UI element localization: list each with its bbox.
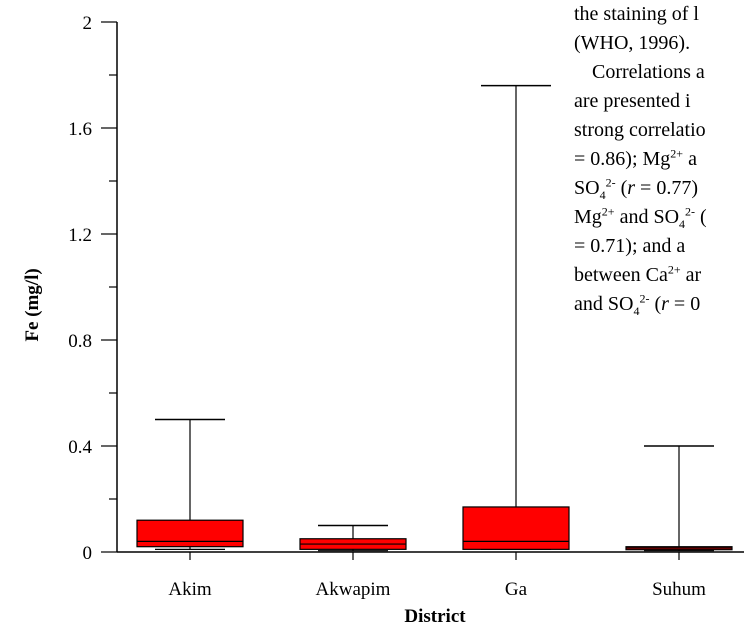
text-line: Correlations a (592, 61, 705, 83)
y-tick-label: 0 (83, 543, 93, 564)
iqr-box (462, 506, 570, 550)
text-line: between Ca2+ ar (574, 262, 702, 286)
y-tick-label: 1.2 (68, 225, 92, 246)
x-tick-label: Akim (168, 579, 212, 600)
text-line: = 0.86); Mg2+ a (574, 146, 697, 170)
y-axis-title: Fe (mg/l) (22, 268, 43, 341)
text-line: Mg2+ and SO42- ( (574, 204, 707, 231)
text-line: = 0.71); and a (574, 235, 686, 257)
y-tick-label: 1.6 (68, 119, 92, 140)
y-axis-ticks: 0 0.4 0.8 1.2 1.6 2 (68, 13, 117, 564)
text-line: SO42- (r = 0.77) (574, 175, 698, 202)
box-suhum (625, 445, 733, 552)
text-line: are presented i (574, 90, 691, 112)
x-tick-label: Akwapim (316, 579, 391, 600)
box-ga (462, 84, 570, 550)
boxes (136, 84, 733, 552)
y-tick-label: 0.8 (68, 331, 92, 352)
box-akwapim (299, 524, 407, 552)
text-line: and SO42- (r = 0 (574, 291, 701, 318)
text-line: (WHO, 1996). (574, 32, 691, 54)
iqr-box (136, 519, 244, 548)
x-tick-label: Suhum (652, 579, 706, 600)
text-line: strong correlatio (574, 119, 706, 141)
x-axis-title: District (404, 606, 466, 627)
text-line: the staining of l (574, 3, 699, 25)
box-akim (136, 418, 244, 550)
y-tick-label: 0.4 (68, 437, 92, 458)
x-tick-label: Ga (505, 579, 528, 600)
y-tick-label: 2 (83, 13, 93, 34)
x-axis-tick-labels: Akim Akwapim Ga Suhum (168, 552, 706, 600)
